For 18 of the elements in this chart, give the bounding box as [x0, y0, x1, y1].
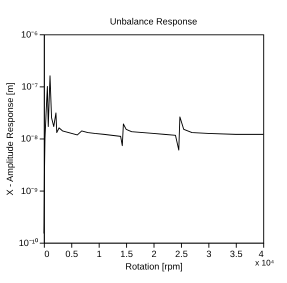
chart-title: Unbalance Response — [110, 16, 198, 26]
y-axis-title: X - Amplitude Response [m] — [4, 82, 15, 196]
y-tick-label: 10⁻⁶ — [21, 30, 38, 40]
x-axis-title: Rotation [rpm] — [125, 262, 183, 272]
x-tick-label: 1.5 — [120, 248, 133, 259]
x-tick-label: 4 — [258, 248, 264, 259]
x-tick-label: 3.5 — [230, 248, 243, 259]
x-tick-label: 0.5 — [65, 248, 78, 259]
x-tick-label: 3 — [206, 248, 212, 259]
text: x 10⁴ — [255, 258, 275, 268]
x-tick-label: 2 — [151, 248, 157, 259]
x-tick-label: 1 — [96, 248, 102, 259]
y-tick-label: 10⁻¹⁰ — [18, 238, 39, 248]
y-tick-label: 10⁻⁹ — [20, 186, 38, 196]
x-tick-label: 0 — [44, 248, 50, 259]
y-tick-label: 10⁻⁷ — [21, 82, 38, 92]
y-tick-label: 10⁻⁸ — [20, 134, 38, 144]
x-tick-label: 2.5 — [175, 248, 188, 259]
